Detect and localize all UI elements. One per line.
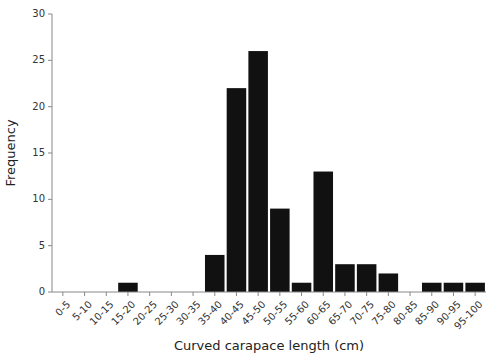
x-axis-line [52,292,486,293]
bars [118,51,485,292]
y-tick [48,292,52,293]
x-axis: 0-55-1010-1515-2020-2525-3030-3535-4040-… [52,292,486,332]
y-axis: 0 5 10 15 20 25 30 [32,8,52,297]
y-axis-label: Frequency [3,119,18,186]
y-tick [48,60,52,61]
x-tick [214,292,215,296]
y-tick-label: 20 [32,101,45,112]
bar [292,283,312,292]
bar [444,283,464,292]
bar [118,283,138,292]
x-tick [388,292,389,296]
y-tick-label: 15 [32,147,45,158]
bar [313,172,333,292]
y-tick [48,199,52,200]
chart-container: 0 5 10 15 20 25 30 0-55-1010-1515-2020-2525-303… [0,0,500,358]
x-tick [301,292,302,296]
x-tick-label: 95-100 [452,299,485,332]
bar [335,264,355,292]
y-tick [48,245,52,246]
x-tick [453,292,454,296]
y-tick-label: 10 [32,193,45,204]
y-tick [48,14,52,15]
bar [422,283,442,292]
y-tick-label: 25 [32,54,45,65]
x-tick [171,292,172,296]
x-tick [149,292,150,296]
y-tick-label: 5 [39,240,45,251]
x-tick [344,292,345,296]
x-tick [106,292,107,296]
y-tick [48,106,52,107]
y-tick [48,153,52,154]
x-tick [366,292,367,296]
bar [227,88,247,292]
x-tick [236,292,237,296]
x-tick [475,292,476,296]
x-tick [84,292,85,296]
x-tick [62,292,63,296]
bar [270,209,290,292]
y-tick-label: 30 [32,8,45,19]
x-tick [323,292,324,296]
x-tick [258,292,259,296]
bar [248,51,268,292]
bar [357,264,377,292]
x-tick [279,292,280,296]
bar [205,255,225,292]
x-tick [431,292,432,296]
y-tick-label: 0 [39,286,45,297]
x-tick [193,292,194,296]
chart: 0 5 10 15 20 25 30 0-55-1010-1515-2020-2525-303… [0,0,500,358]
x-axis-label: Curved carapace length (cm) [174,338,364,353]
x-tick [127,292,128,296]
x-tick [410,292,411,296]
bar [465,283,485,292]
bar [379,273,399,292]
